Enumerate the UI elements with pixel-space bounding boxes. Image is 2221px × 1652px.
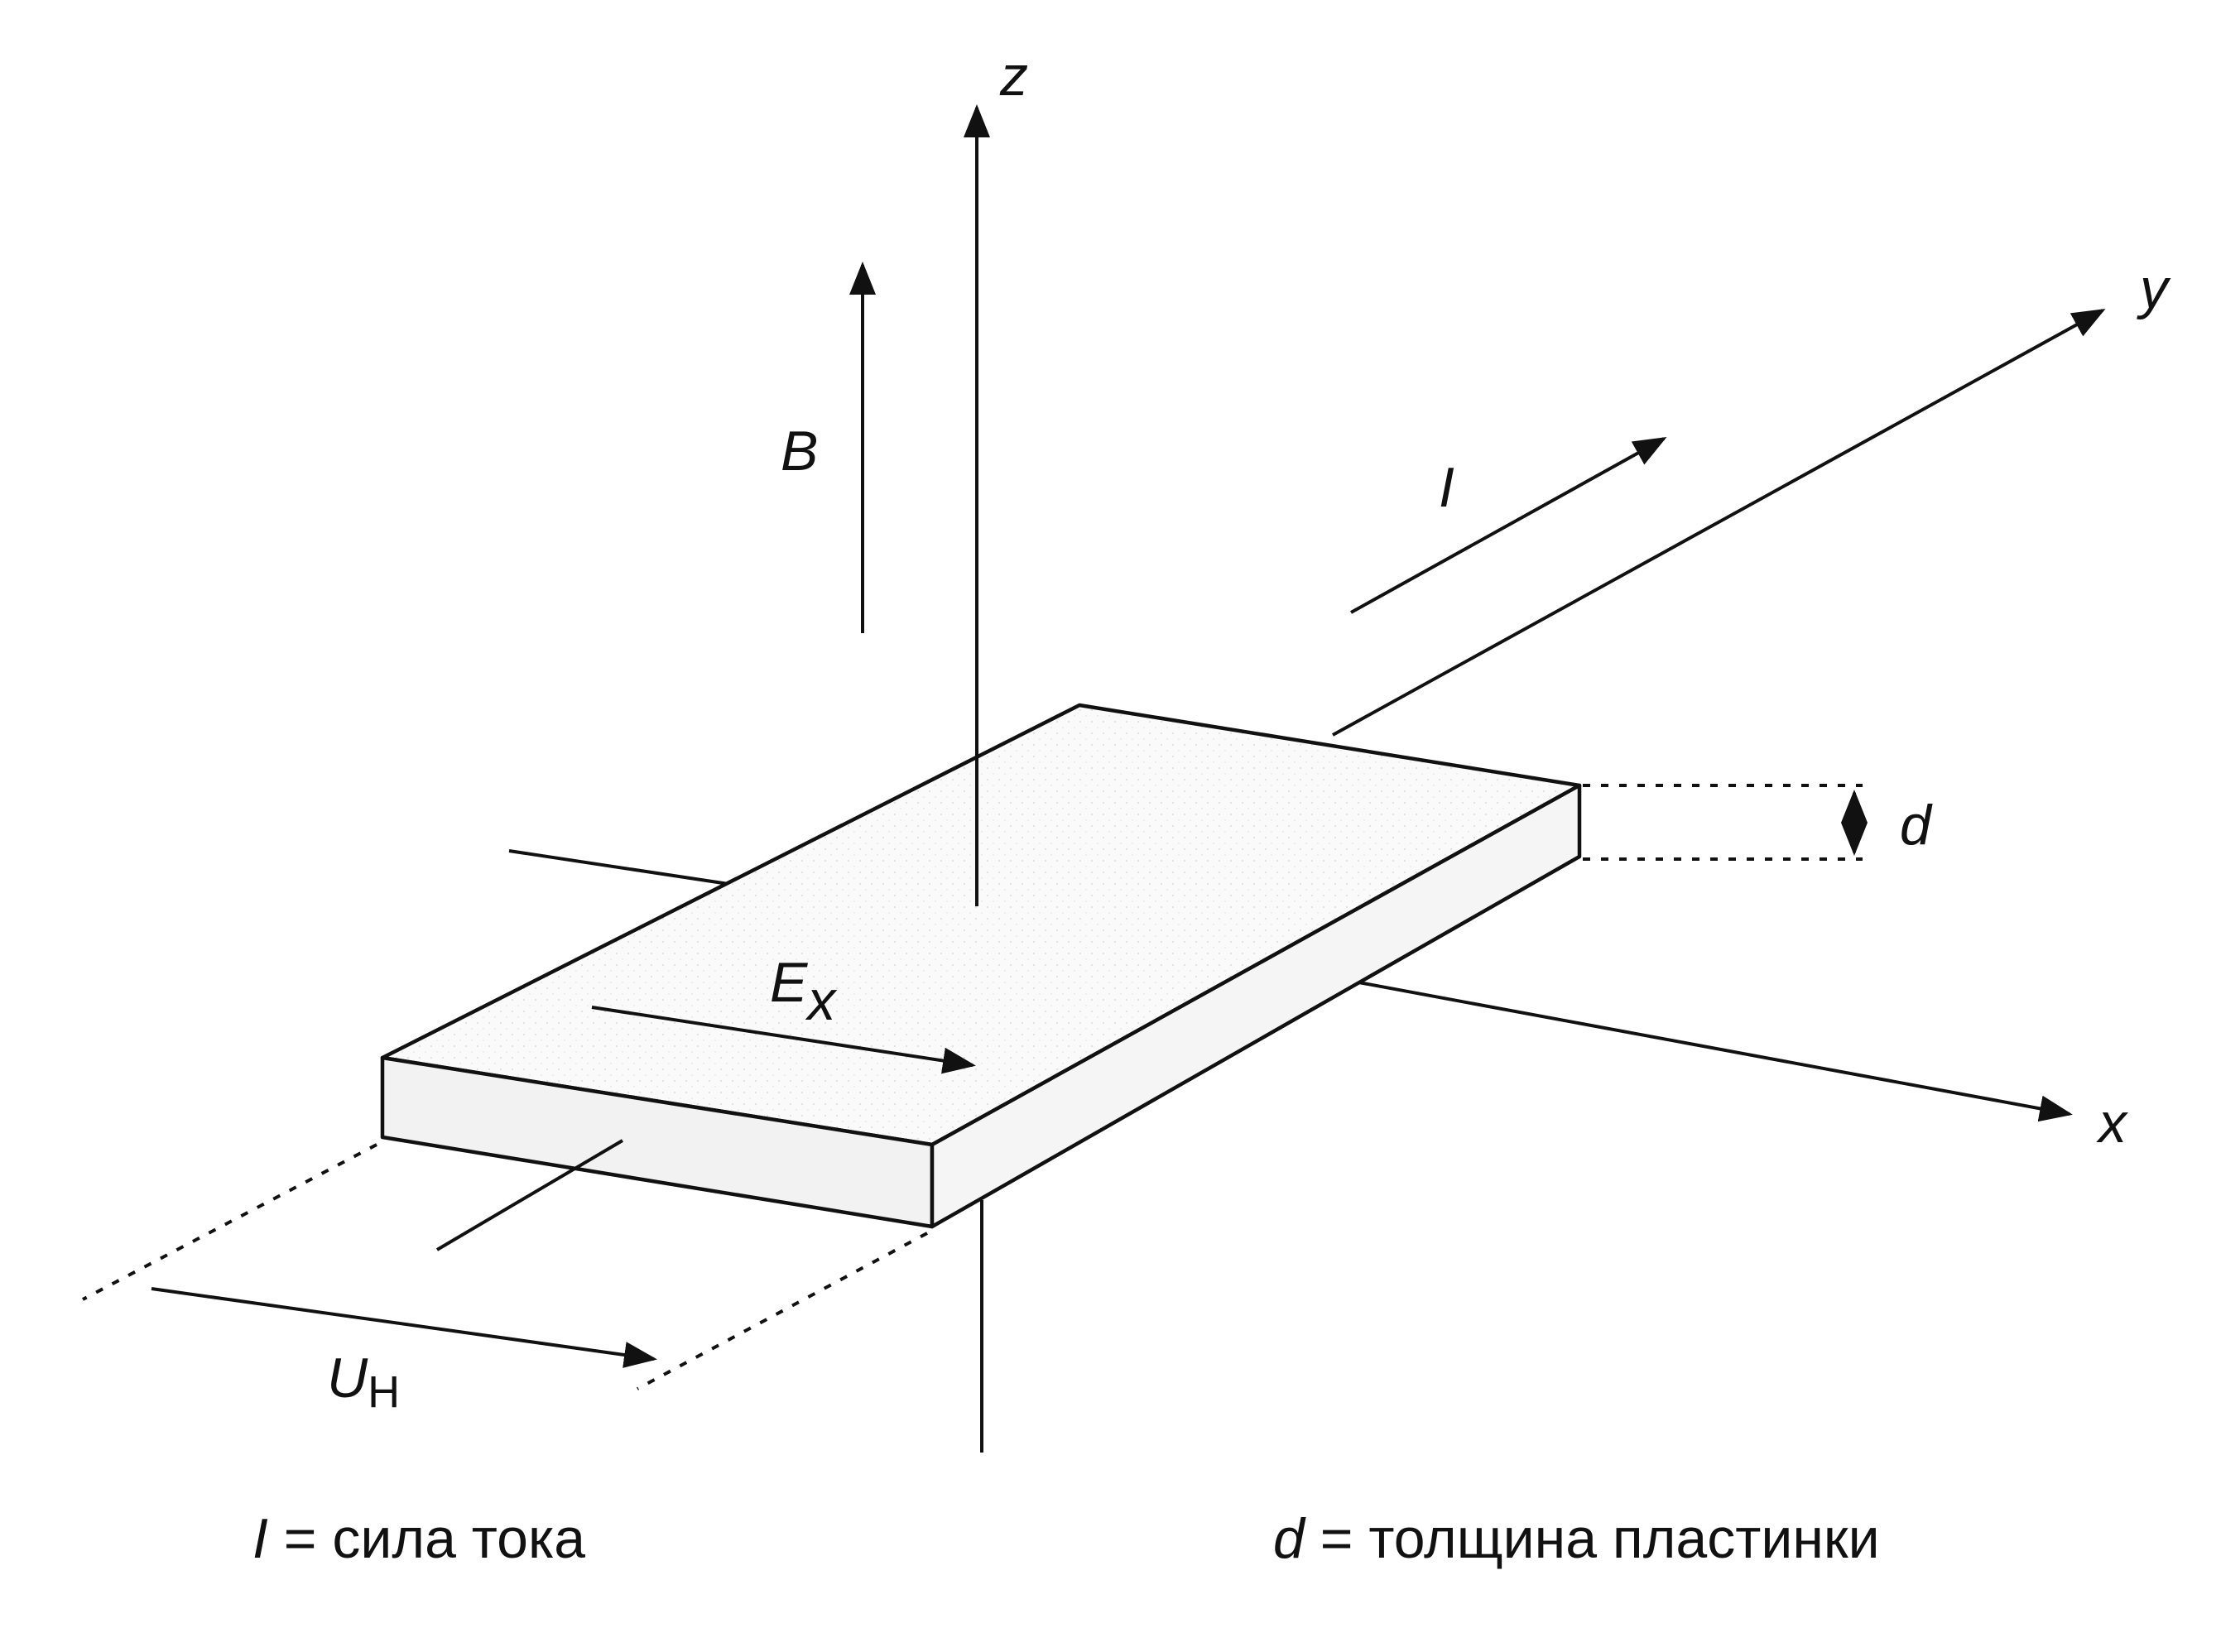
caption-thickness: d = толщина пластинки [1273,1507,1880,1570]
hall-voltage-arrow [151,1287,657,1368]
caption-current-var: I [252,1507,268,1570]
current-lead-front [435,1139,624,1251]
current-lead-back [508,849,729,886]
caption-current: I = сила тока [252,1507,585,1570]
caption-current-text: = сила тока [268,1507,585,1570]
current-arrow [1350,437,1667,614]
magnetic-field-label: B [781,420,818,483]
field-ex-subscript: x [805,969,837,1032]
z-axis-label: z [999,45,1028,108]
hall-voltage-main: U [327,1347,368,1409]
y-axis-line [1332,309,2106,737]
hall-voltage-label: UH [327,1347,400,1417]
field-ex-label: Ex [770,951,837,1032]
hall-voltage-subscript: H [368,1367,400,1417]
hall-voltage-dash-left [82,1143,377,1301]
x-axis-line [1309,972,2073,1122]
y-axis-label: y [2137,257,2171,320]
hall-voltage-dash-right [637,1232,928,1390]
current-label: I [1439,456,1454,519]
plate-side-face [930,783,1582,1229]
caption-thickness-text: = толщина пластинки [1305,1507,1880,1570]
field-ex-main: E [770,951,808,1014]
field-ex-arrow [591,1006,976,1074]
thickness-label: d [1900,794,1933,857]
x-axis-label: x [2096,1092,2128,1155]
caption-thickness-var: d [1273,1507,1306,1570]
